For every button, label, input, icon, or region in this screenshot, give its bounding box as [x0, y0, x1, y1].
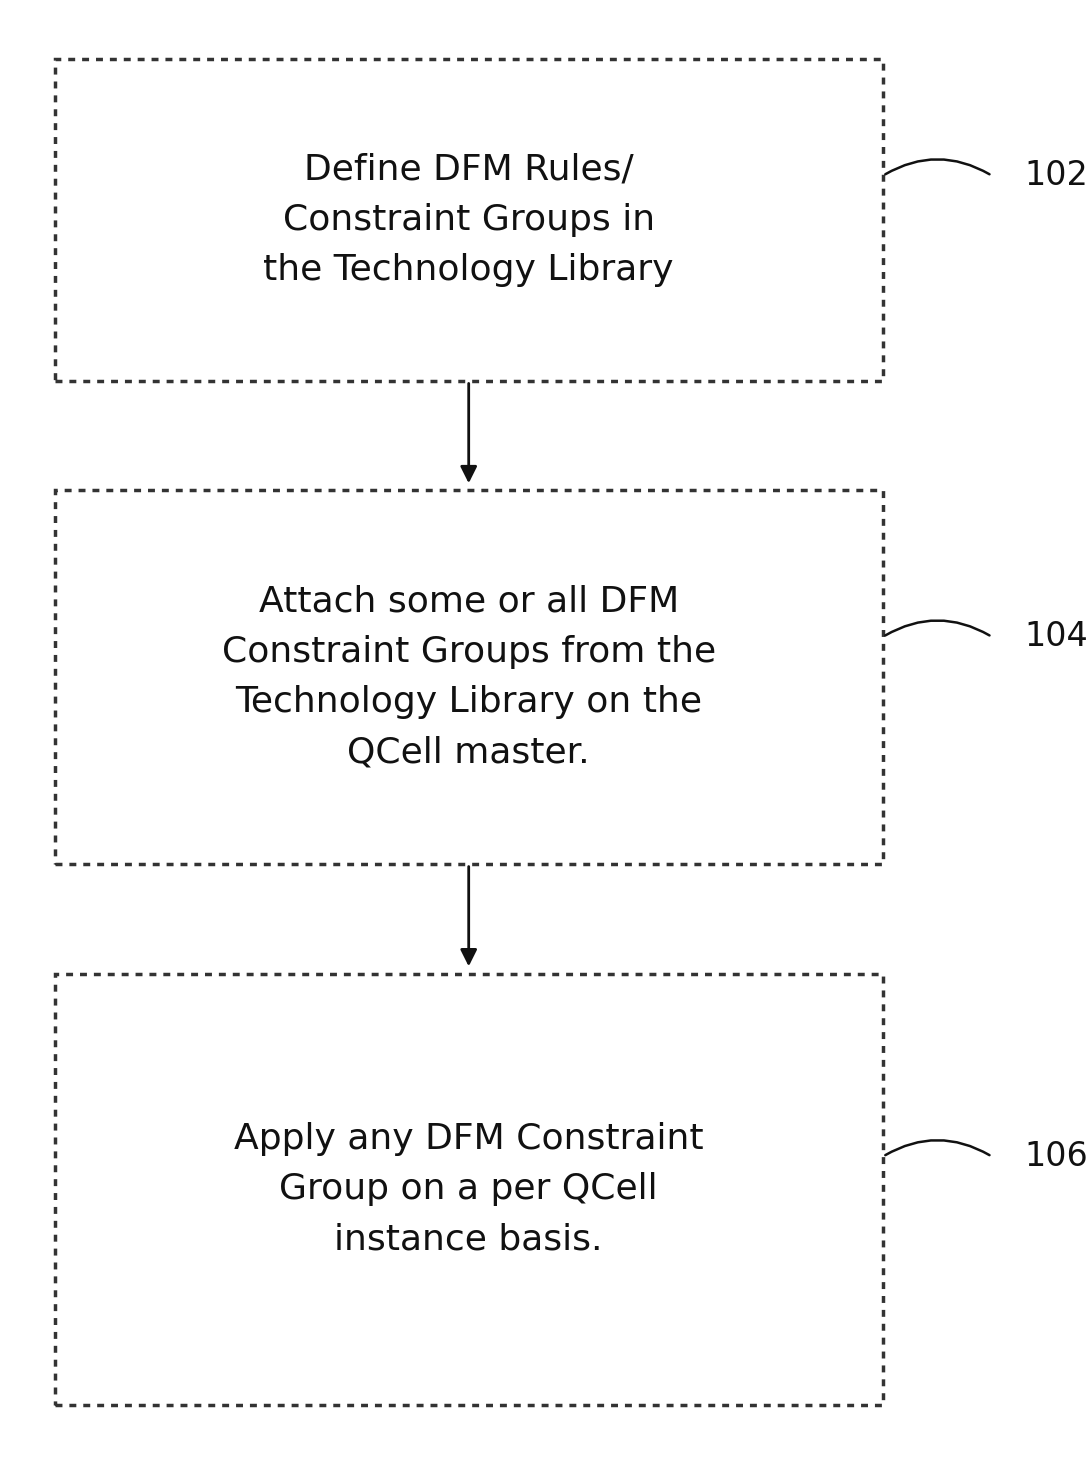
Text: 102: 102	[1025, 160, 1089, 192]
FancyBboxPatch shape	[63, 70, 874, 369]
FancyBboxPatch shape	[63, 985, 874, 1394]
FancyBboxPatch shape	[63, 502, 874, 852]
Text: Define DFM Rules/
Constraint Groups in
the Technology Library: Define DFM Rules/ Constraint Groups in t…	[264, 152, 674, 287]
Text: 106: 106	[1025, 1140, 1088, 1173]
Text: Attach some or all DFM
Constraint Groups from the
Technology Library on the
QCel: Attach some or all DFM Constraint Groups…	[221, 584, 716, 770]
Text: Apply any DFM Constraint
Group on a per QCell
instance basis.: Apply any DFM Constraint Group on a per …	[234, 1123, 703, 1256]
Text: 104: 104	[1025, 621, 1088, 653]
